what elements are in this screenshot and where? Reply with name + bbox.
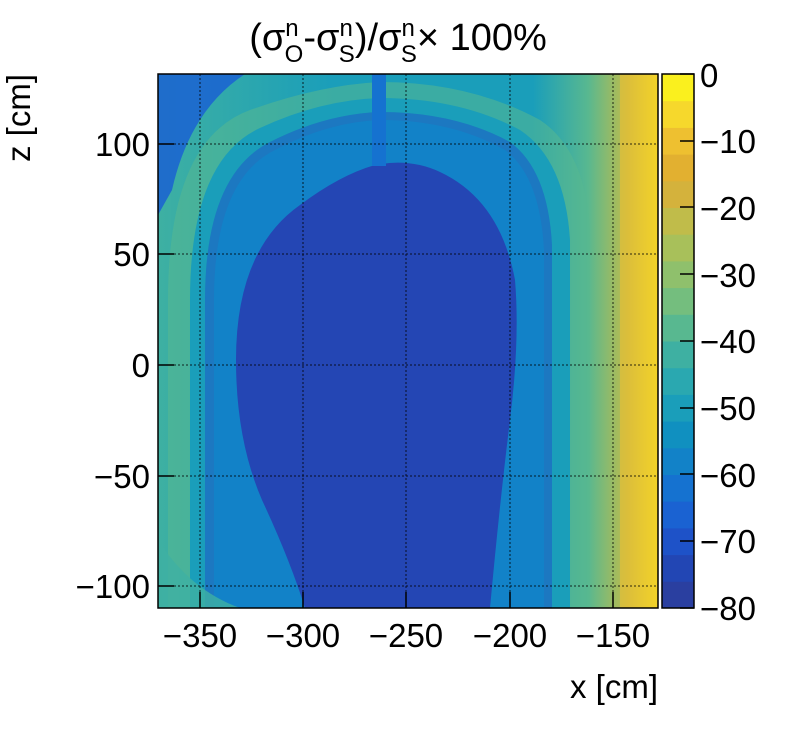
- colorbar-band: [662, 501, 694, 529]
- corner-region-top-left: [158, 74, 245, 215]
- colorbar-tick-label: −60: [700, 457, 756, 494]
- colorbar-band: [662, 287, 694, 315]
- right-edge-strip: [620, 74, 658, 608]
- colorbar-band: [662, 474, 694, 502]
- colorbar-tick-label: −20: [700, 190, 756, 227]
- y-tick-label: 50: [113, 236, 150, 273]
- heatmap: [158, 74, 658, 608]
- colorbar-tick-label: −70: [700, 523, 756, 560]
- colorbar-band: [662, 74, 694, 102]
- colorbar-band: [662, 100, 694, 128]
- y-axis-label: z [cm]: [0, 74, 37, 162]
- y-tick-label: 0: [132, 347, 150, 384]
- x-tick-label: −350: [163, 617, 237, 654]
- colorbar-band: [662, 367, 694, 395]
- grid: [158, 74, 658, 608]
- colorbar-band: [662, 314, 694, 342]
- colorbar-band: [662, 447, 694, 475]
- colorbar-band: [662, 421, 694, 449]
- x-tick-label: −200: [473, 617, 547, 654]
- y-tick-label: 100: [95, 126, 150, 163]
- colorbar-band: [662, 341, 694, 369]
- y-axis: [158, 143, 174, 587]
- colorbar-band: [662, 234, 694, 262]
- colorbar-band: [662, 554, 694, 582]
- colorbar-ticks: [680, 73, 694, 609]
- colorbar-band: [662, 581, 694, 609]
- x-tick-label: −150: [576, 617, 650, 654]
- colorbar-band: [662, 154, 694, 182]
- colorbar-tick-label: 0: [700, 57, 718, 94]
- colorbar-tick-label: −80: [700, 590, 756, 627]
- colorbar-tick-label: −40: [700, 323, 756, 360]
- central-bulb: [236, 162, 517, 608]
- y-tick-label: −100: [76, 568, 150, 605]
- y-tick-label: −50: [94, 458, 150, 495]
- colorbar-tick-label: −30: [700, 257, 756, 294]
- colorbar-tick-label: −50: [700, 390, 756, 427]
- plot-frame: [157, 73, 659, 609]
- colorbar-band: [662, 207, 694, 235]
- x-axis: [199, 592, 614, 608]
- colorbar-band: [662, 180, 694, 208]
- chart-title: (σn O-σn S)/σn S× 100%: [249, 15, 547, 68]
- colorbar-tick-label: −10: [700, 123, 756, 160]
- x-tick-label: −250: [369, 617, 443, 654]
- x-axis-label: x [cm]: [570, 668, 658, 705]
- vertical-stripe: [372, 74, 386, 166]
- x-tick-label: −300: [266, 617, 340, 654]
- corner-region-bottom-left: [158, 540, 240, 608]
